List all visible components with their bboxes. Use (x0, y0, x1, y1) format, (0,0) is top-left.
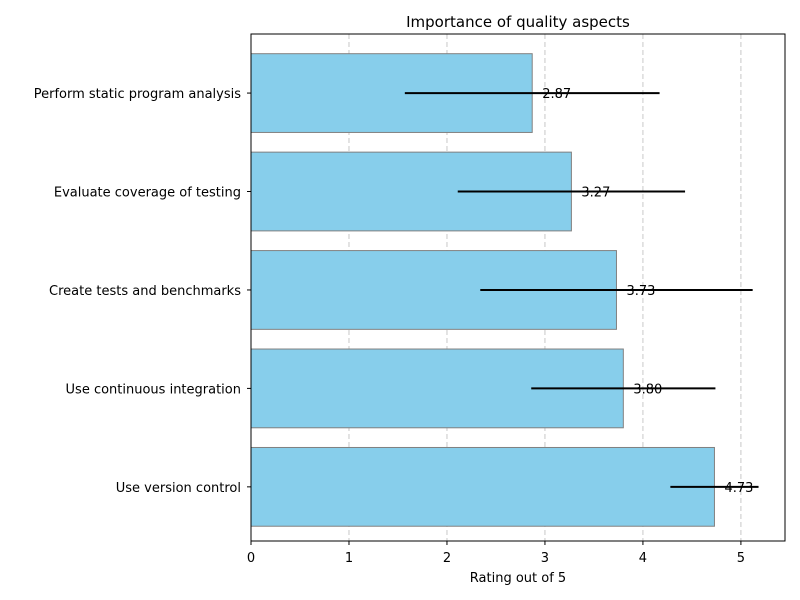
x-axis-label: Rating out of 5 (470, 571, 566, 586)
x-tick-label: 3 (541, 551, 549, 566)
value-label: 3.80 (633, 382, 662, 397)
y-tick-label: Perform static program analysis (34, 87, 241, 102)
x-tick-label: 1 (345, 551, 353, 566)
y-tick-label: Use version control (116, 481, 241, 496)
x-axis-ticks: 0 1 2 3 4 5 (247, 541, 745, 566)
value-label: 3.73 (626, 284, 655, 299)
chart-title: Importance of quality aspects (406, 13, 630, 31)
y-tick-label: Use continuous integration (66, 382, 241, 397)
x-tick-label: 5 (737, 551, 745, 566)
value-label: 3.27 (581, 186, 610, 201)
x-tick-label: 0 (247, 551, 255, 566)
value-labels: 2.87 3.27 3.73 3.80 4.73 (542, 87, 753, 496)
y-tick-label: Evaluate coverage of testing (54, 186, 241, 201)
bar (250, 446, 715, 527)
y-axis-ticks: Perform static program analysis Evaluate … (34, 87, 251, 496)
y-tick-label: Create tests and benchmarks (49, 284, 241, 299)
x-tick-label: 4 (639, 551, 647, 566)
plot-frame (250, 33, 786, 542)
value-label: 2.87 (542, 87, 571, 102)
value-label: 4.73 (724, 481, 753, 496)
error-bars (404, 92, 759, 488)
x-tick-label: 2 (443, 551, 451, 566)
